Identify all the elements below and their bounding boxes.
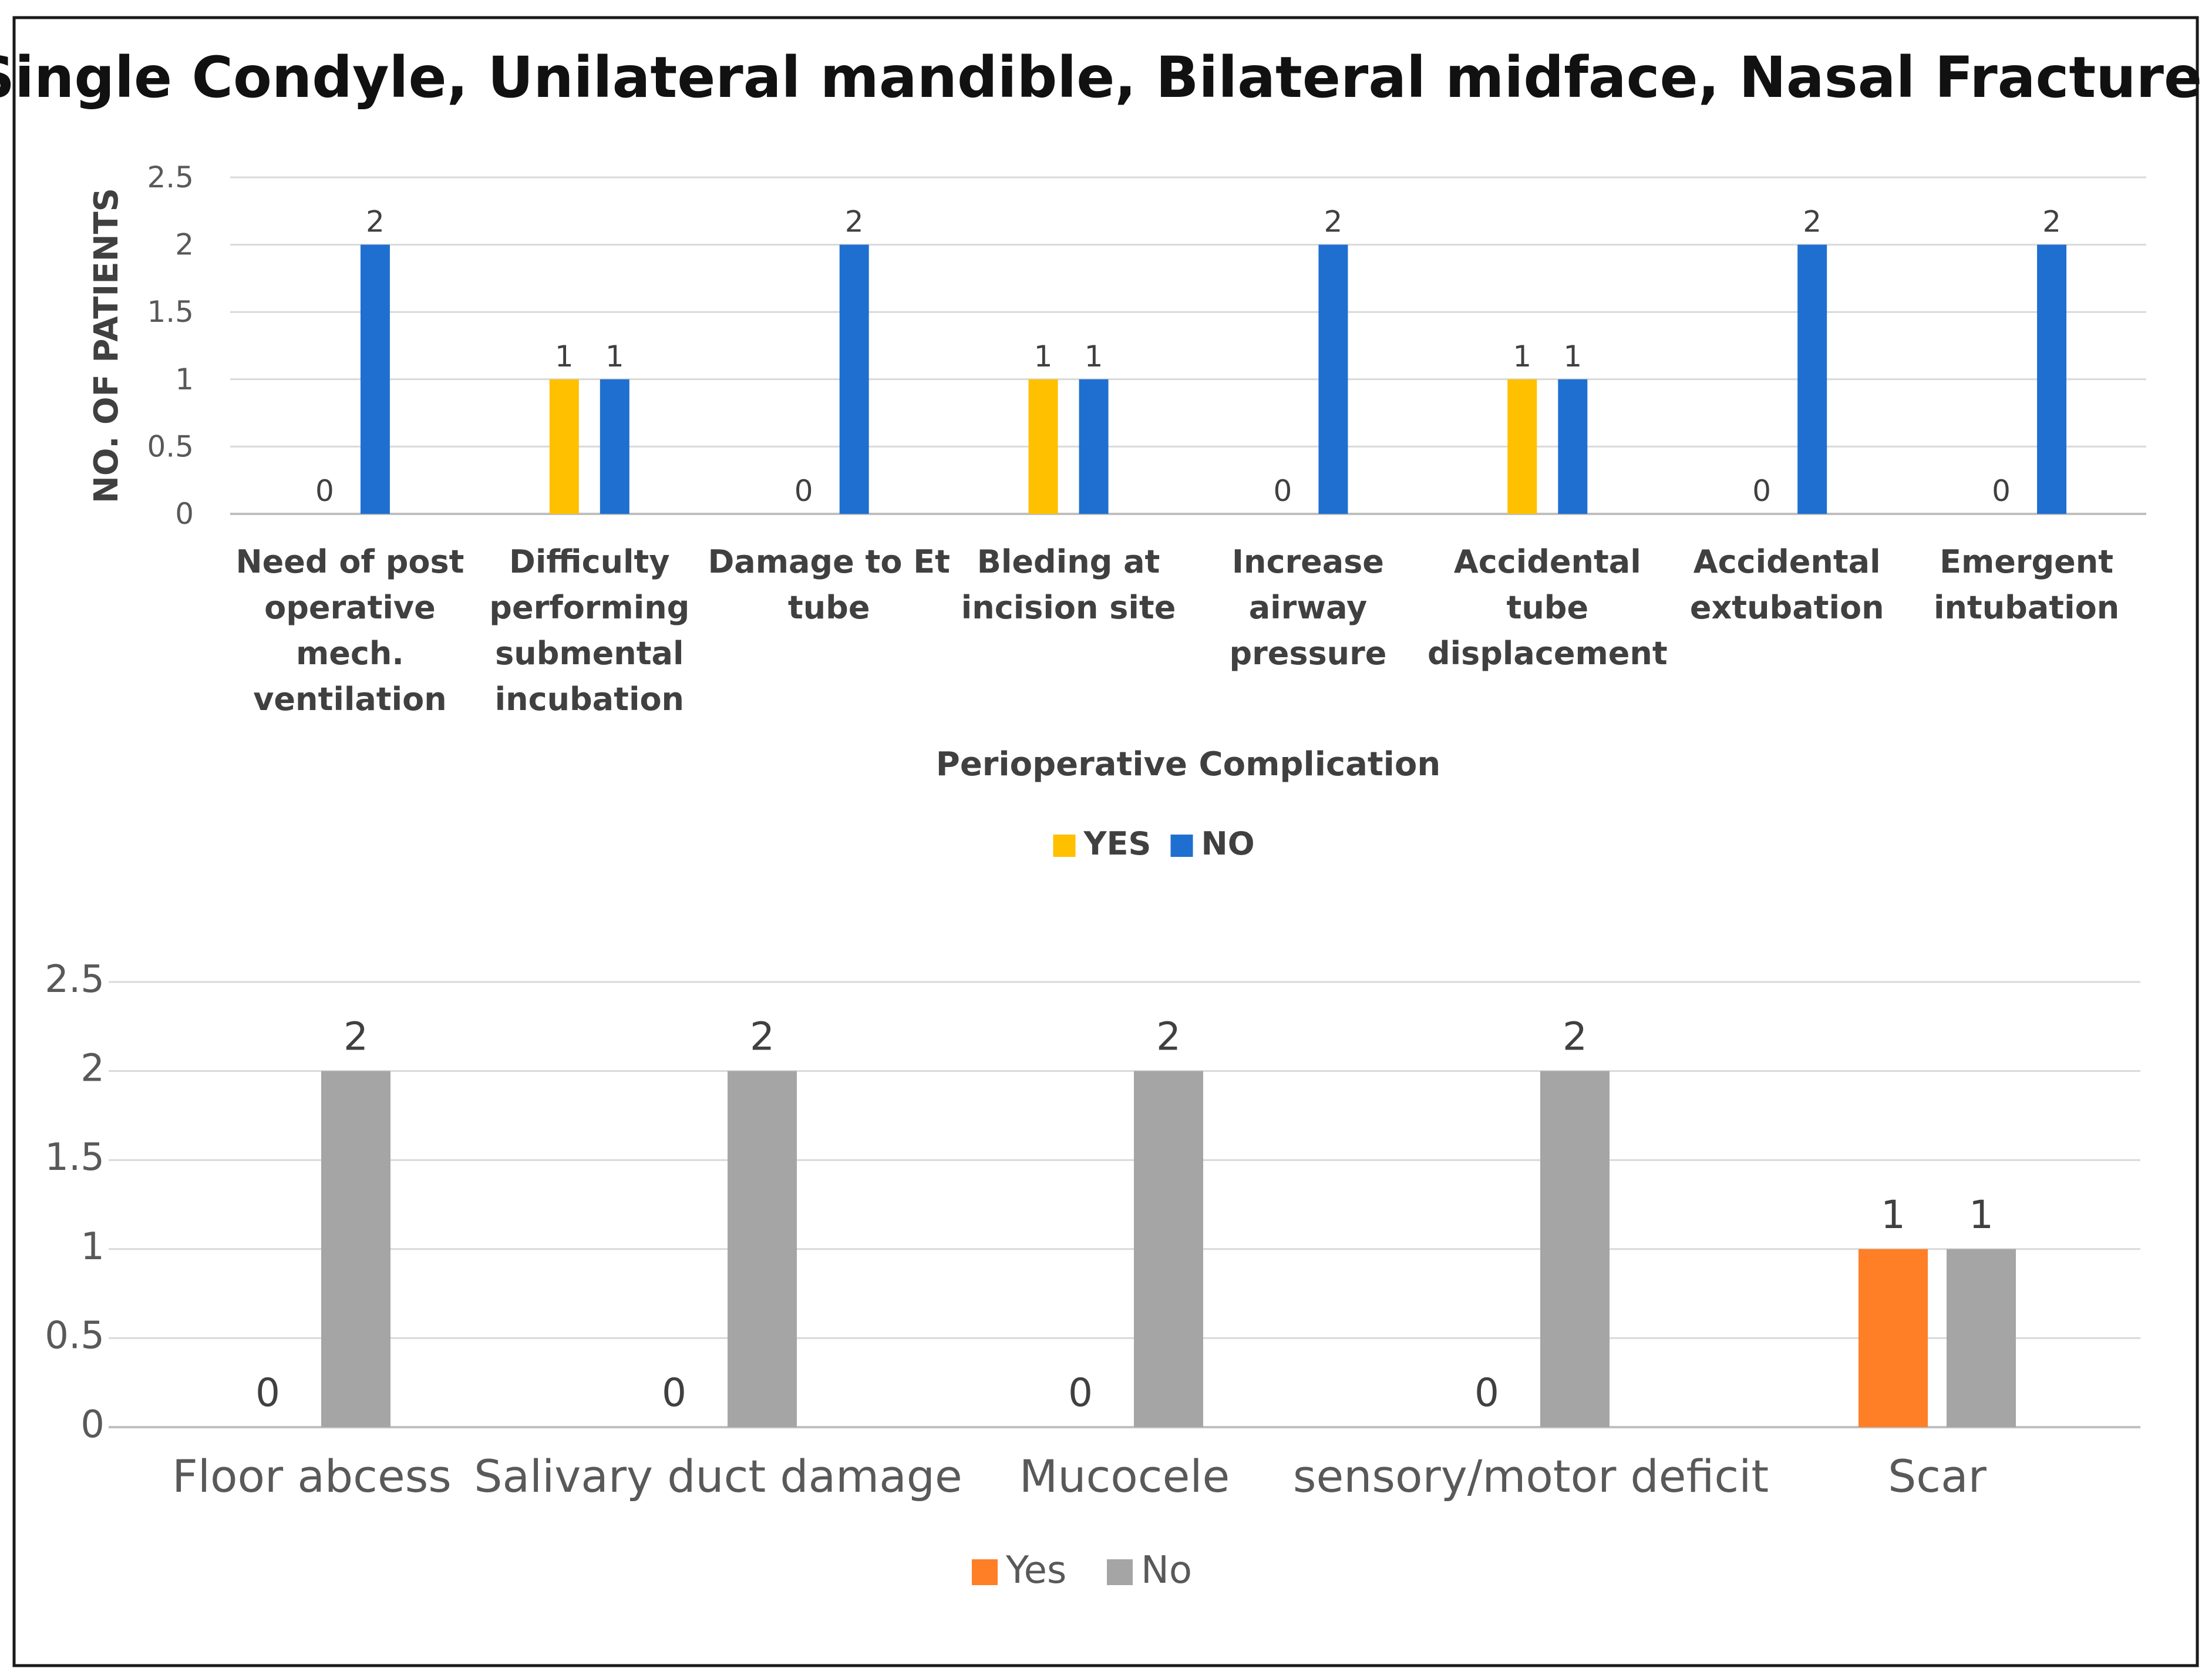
data-label: 0 — [315, 474, 334, 508]
y-tick-label: 1 — [175, 362, 194, 396]
data-label: 0 — [794, 474, 813, 508]
legend-label-no: No — [1141, 1549, 1192, 1592]
chart-perioperative: 0 0.5 1 1.5 2 2.5 NO. OF PATIENTS 0 2 Need of pos… — [87, 160, 2146, 862]
data-label: 0 — [1992, 474, 2011, 508]
data-label: 0 — [1274, 474, 1292, 508]
data-label: 0 — [1474, 1370, 1499, 1415]
bar-no — [1797, 244, 1827, 514]
data-label: 2 — [845, 205, 864, 239]
bar-no — [2037, 244, 2067, 514]
data-label: 0 — [662, 1370, 686, 1415]
data-label: 1 — [1563, 339, 1582, 374]
y-tick-label: 1.5 — [45, 1136, 105, 1179]
category-label: Bleding at incision site — [961, 543, 1176, 626]
y-tick-label: 0 — [175, 497, 194, 531]
bar-no — [360, 244, 390, 514]
y-tick-label: 0.5 — [147, 429, 194, 463]
data-label: 2 — [750, 1014, 775, 1060]
legend-label-yes: YES — [1083, 825, 1152, 862]
bar-no — [1540, 1071, 1610, 1427]
category-label: Difficulty performing submental incubation — [489, 543, 689, 718]
data-label: 2 — [344, 1014, 368, 1060]
y-tick-label: 0.5 — [45, 1314, 105, 1357]
category-label: Damage to Et tube — [708, 543, 950, 626]
category-label: Scar — [1888, 1450, 1987, 1502]
x-axis-label: Perioperative Complication — [936, 745, 1440, 783]
data-label: 1 — [1969, 1192, 1994, 1237]
data-label: 1 — [1881, 1192, 1905, 1237]
data-label: 1 — [1513, 339, 1531, 374]
category-label: Mucocele — [1019, 1450, 1230, 1502]
legend-swatch-yes — [972, 1559, 998, 1585]
y-axis-label: NO. OF PATIENTS — [87, 188, 126, 503]
bar-yes — [1859, 1249, 1928, 1427]
category-label: Emergent intubation — [1934, 543, 2119, 626]
data-label: 1 — [605, 339, 624, 374]
chart-title: Single Condyle, Unilateral mandible, Bil… — [0, 45, 2202, 110]
data-label: 2 — [1324, 205, 1343, 239]
y-tick-label: 2 — [80, 1047, 105, 1091]
data-label: 2 — [366, 205, 385, 239]
data-label: 0 — [1068, 1370, 1093, 1415]
y-tick-label: 2 — [175, 228, 194, 262]
legend-swatch-no — [1170, 835, 1193, 857]
bar-no — [1318, 244, 1348, 514]
category-label: Floor abcess — [172, 1450, 452, 1502]
bar-no — [1134, 1071, 1203, 1427]
bar-no — [728, 1071, 797, 1427]
legend-swatch-yes — [1053, 835, 1076, 857]
y-tick-label: 1.5 — [147, 295, 194, 329]
bar-no — [1079, 379, 1109, 514]
data-label: 0 — [1752, 474, 1771, 508]
category-label: sensory/motor deficit — [1293, 1450, 1769, 1502]
category-label: Accidental extubation — [1690, 543, 1884, 626]
category-label: Need of post operative mech. ventilation — [235, 543, 464, 718]
data-label: 2 — [1803, 205, 1822, 239]
legend-label-no: NO — [1201, 825, 1255, 862]
data-label: 1 — [1034, 339, 1053, 374]
bar-no — [321, 1071, 390, 1427]
category-label: Increase airway pressure — [1229, 543, 1386, 672]
data-label: 0 — [255, 1370, 280, 1415]
bar-no — [1558, 379, 1588, 514]
bar-yes — [1507, 379, 1537, 514]
chart-postoperative: 0 0.5 1 1.5 2 2.5 0 2 Floor abcess 0 2 Salivary duc… — [45, 958, 2140, 1592]
category-label: Accidental tube displacement — [1427, 543, 1668, 672]
data-label: 2 — [1563, 1014, 1587, 1060]
legend-label-yes: Yes — [1005, 1549, 1066, 1592]
legend-swatch-no — [1107, 1559, 1133, 1585]
data-label: 2 — [2042, 205, 2061, 239]
data-label: 2 — [1156, 1014, 1181, 1060]
y-tick-label: 2.5 — [147, 160, 194, 194]
bar-no — [839, 244, 869, 514]
bar-no — [600, 379, 629, 514]
y-tick-label: 1 — [80, 1225, 105, 1269]
category-label: Salivary duct damage — [474, 1450, 962, 1502]
data-label: 1 — [555, 339, 574, 374]
y-tick-label: 0 — [80, 1403, 105, 1447]
bar-no — [1947, 1249, 2016, 1427]
y-tick-label: 2.5 — [45, 958, 105, 1001]
bar-yes — [1028, 379, 1058, 514]
bar-yes — [549, 379, 579, 514]
data-label: 1 — [1085, 339, 1103, 374]
